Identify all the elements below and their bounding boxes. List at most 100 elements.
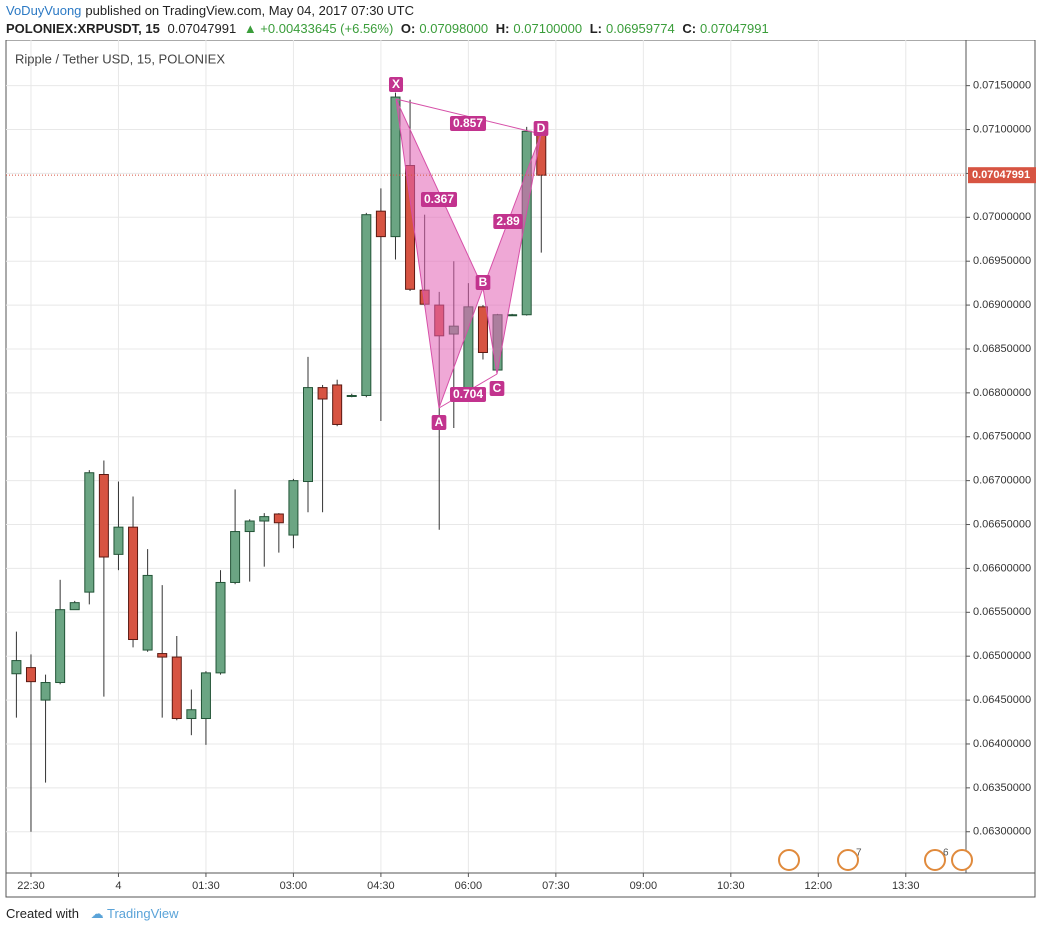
x-tick-label: 09:00 xyxy=(630,880,658,892)
y-tick-label: 0.06850000 xyxy=(973,343,1031,355)
pattern-ratio: 0.704 xyxy=(453,387,483,401)
candle-body xyxy=(332,384,343,425)
last-price-box xyxy=(968,167,1036,184)
candle-body xyxy=(55,609,66,684)
x-tick-label: 01:30 xyxy=(192,880,220,892)
candle-body xyxy=(84,472,95,593)
y-tick-label: 0.06600000 xyxy=(973,562,1031,574)
candle-body xyxy=(273,513,284,524)
pattern-point-box xyxy=(388,77,404,92)
y-tick-label: 0.07000000 xyxy=(973,211,1031,223)
pattern-point: B xyxy=(479,275,488,289)
y-tick-label: 0.06700000 xyxy=(973,475,1031,487)
candle-body xyxy=(288,480,299,536)
event-flag[interactable] xyxy=(778,849,800,871)
candle-body xyxy=(361,214,372,396)
y-tick-label: 0.06350000 xyxy=(973,782,1031,794)
chart: Ripple / Tether USD, 15, POLONIEX X A B C D 0… xyxy=(5,40,1036,898)
published: published on TradingView.com, May 04, 20… xyxy=(85,3,414,18)
pattern-point-box xyxy=(533,121,549,136)
candle-body xyxy=(375,210,386,238)
event-flag[interactable] xyxy=(837,849,859,871)
header-line: VoDuyVuong published on TradingView.com, … xyxy=(6,3,418,18)
brand-name[interactable]: TradingView xyxy=(107,906,179,921)
y-tick-label: 0.07150000 xyxy=(973,80,1031,92)
candle-body xyxy=(259,516,270,522)
author[interactable]: VoDuyVuong xyxy=(6,3,82,18)
x-tick-label: 04:30 xyxy=(367,880,395,892)
candle-body xyxy=(536,130,547,176)
event-flag[interactable] xyxy=(951,849,973,871)
candle-body xyxy=(25,667,36,683)
candle-body xyxy=(69,602,80,611)
created-with: Created with xyxy=(6,906,79,921)
ohlc-value: 0.07098000 xyxy=(419,21,489,36)
pattern-bcd xyxy=(482,133,542,375)
footer: Created with ☁ TradingView xyxy=(6,906,179,922)
ohlc-value: 0.07100000 xyxy=(513,21,583,36)
pattern-ratio-box xyxy=(420,192,458,207)
y-tick-label: 0.06750000 xyxy=(973,431,1031,443)
y-tick-label: 0.06650000 xyxy=(973,518,1031,530)
candle-body xyxy=(200,672,211,720)
candle-body xyxy=(507,314,518,317)
candle-body xyxy=(244,520,255,533)
event-count: 7 xyxy=(856,848,862,859)
frame xyxy=(5,40,1036,898)
y-tick-label: 0.06450000 xyxy=(973,694,1031,706)
x-tick-label: 4 xyxy=(115,880,121,892)
event-flag[interactable] xyxy=(924,849,946,871)
candle-body xyxy=(98,473,109,558)
pattern-ratio-box xyxy=(493,214,523,229)
y-tick-label: 0.06500000 xyxy=(973,650,1031,662)
x-tick-label: 03:00 xyxy=(280,880,308,892)
y-tick-label: 0.06950000 xyxy=(973,255,1031,267)
pattern-ratio: 0.367 xyxy=(424,192,454,206)
y-tick-label: 0.06900000 xyxy=(973,299,1031,311)
y-tick-label: 0.06400000 xyxy=(973,738,1031,750)
pattern-ratio: 0.857 xyxy=(453,116,483,130)
candle-body xyxy=(215,581,226,674)
pattern-point: A xyxy=(435,415,444,429)
pattern-ratio: 2.89 xyxy=(496,214,520,228)
pattern-point-box xyxy=(489,381,505,396)
pattern-ratio-box xyxy=(449,116,487,131)
pattern-point: D xyxy=(537,121,546,135)
candle-body xyxy=(40,682,51,701)
ohlc-key: C: xyxy=(682,21,697,36)
candle-body xyxy=(142,574,153,651)
candle-body xyxy=(230,531,241,583)
candle-body xyxy=(157,653,168,658)
candle-body xyxy=(171,656,182,720)
x-tick-label: 06:00 xyxy=(455,880,483,892)
pattern-point: X xyxy=(392,77,400,91)
event-count: 6 xyxy=(943,848,949,859)
candle-body xyxy=(186,709,197,720)
price: 0.07047991 xyxy=(167,21,237,36)
x-tick-label: 07:30 xyxy=(542,880,570,892)
x-tick-label: 12:00 xyxy=(805,880,833,892)
candle-body xyxy=(390,96,401,238)
ohlc-key: O: xyxy=(400,21,416,36)
candle-body xyxy=(346,394,357,397)
candle-body xyxy=(317,387,328,400)
change: ▲ +0.00433645 (+6.56%) xyxy=(243,21,394,36)
x-tick-label: 13:30 xyxy=(892,880,920,892)
ohlc-value: 0.06959774 xyxy=(606,21,675,36)
y-tick-label: 0.06800000 xyxy=(973,387,1031,399)
chart-title: Ripple / Tether USD, 15, POLONIEX xyxy=(15,51,225,66)
ohlc-key: H: xyxy=(495,21,510,36)
candle-body xyxy=(113,526,124,555)
candle-body xyxy=(477,306,488,353)
pattern-point: C xyxy=(493,381,502,395)
ohlc-key: L: xyxy=(589,21,602,36)
x-tick-label: 22:30 xyxy=(17,880,45,892)
ohlc-value: 0.07047991 xyxy=(700,21,769,36)
last-price-label: 0.07047991 xyxy=(972,169,1030,181)
x-tick-label: 10:30 xyxy=(717,880,745,892)
brand[interactable]: ☁ TradingView xyxy=(90,906,179,921)
pattern-ratio-box xyxy=(449,387,487,402)
candle-body xyxy=(128,526,139,641)
